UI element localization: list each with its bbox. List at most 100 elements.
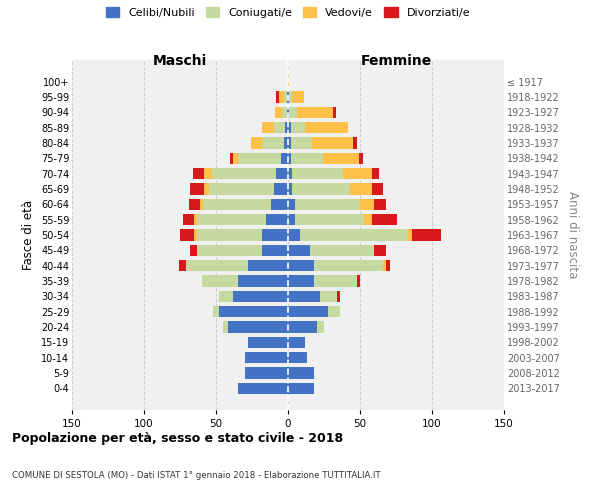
Bar <box>289 106 296 118</box>
Text: COMUNE DI SESTOLA (MO) - Dati ISTAT 1° gennaio 2018 - Elaborazione TUTTITALIA.IT: COMUNE DI SESTOLA (MO) - Dati ISTAT 1° g… <box>12 471 380 480</box>
Bar <box>288 76 289 88</box>
Bar <box>238 276 288 287</box>
Bar <box>371 183 383 194</box>
Bar <box>282 106 287 118</box>
Bar <box>291 137 313 148</box>
Bar <box>288 122 291 134</box>
Bar <box>314 276 357 287</box>
Bar <box>238 152 281 164</box>
Bar <box>313 137 353 148</box>
Bar <box>317 322 324 333</box>
Bar <box>219 306 288 318</box>
Bar <box>284 91 287 102</box>
Bar <box>288 306 328 318</box>
Bar <box>299 229 407 241</box>
Bar <box>371 168 379 179</box>
Bar <box>288 244 310 256</box>
Bar <box>280 91 284 102</box>
Bar <box>194 229 197 241</box>
Bar <box>190 244 197 256</box>
Bar <box>359 152 363 164</box>
Bar <box>233 290 288 302</box>
Bar <box>190 183 205 194</box>
Bar <box>292 183 350 194</box>
Bar <box>202 276 238 287</box>
Bar <box>288 352 307 364</box>
Bar <box>266 214 288 226</box>
Bar <box>245 352 288 364</box>
Bar <box>371 214 397 226</box>
Bar <box>288 290 320 302</box>
Bar <box>205 183 209 194</box>
Bar <box>180 229 194 241</box>
Text: Popolazione per età, sesso e stato civile - 2018: Popolazione per età, sesso e stato civil… <box>12 432 343 445</box>
Bar <box>281 152 288 164</box>
Bar <box>291 152 323 164</box>
Bar <box>407 229 412 241</box>
Bar <box>383 260 386 272</box>
Bar <box>262 122 274 134</box>
Bar <box>194 214 197 226</box>
Bar <box>271 198 288 210</box>
Bar <box>262 244 288 256</box>
Bar <box>364 214 371 226</box>
Y-axis label: Anni di nascita: Anni di nascita <box>566 192 579 278</box>
Bar <box>288 276 314 287</box>
Bar <box>288 322 317 333</box>
Bar <box>179 260 186 272</box>
Bar <box>288 336 305 348</box>
Bar <box>251 137 262 148</box>
Bar <box>205 168 212 179</box>
Legend: Celibi/Nubili, Coniugati/e, Vedovi/e, Divorziati/e: Celibi/Nubili, Coniugati/e, Vedovi/e, Di… <box>101 2 475 22</box>
Bar <box>296 106 332 118</box>
Bar <box>288 214 295 226</box>
Bar <box>310 244 374 256</box>
Bar <box>292 91 304 102</box>
Bar <box>197 229 262 241</box>
Bar <box>193 168 205 179</box>
Bar <box>275 106 282 118</box>
Y-axis label: Fasce di età: Fasce di età <box>22 200 35 270</box>
Bar <box>386 260 390 272</box>
Bar <box>197 244 262 256</box>
Bar <box>288 152 291 164</box>
Bar <box>230 152 233 164</box>
Bar <box>200 198 203 210</box>
Bar <box>213 306 219 318</box>
Bar <box>197 214 266 226</box>
Bar <box>203 198 271 210</box>
Bar <box>350 183 371 194</box>
Bar <box>288 91 289 102</box>
Bar <box>288 106 289 118</box>
Bar <box>212 168 277 179</box>
Bar <box>412 229 440 241</box>
Bar <box>287 106 288 118</box>
Text: Maschi: Maschi <box>153 54 207 68</box>
Bar <box>288 198 295 210</box>
Bar <box>374 198 386 210</box>
Bar <box>288 382 314 394</box>
Bar <box>277 168 288 179</box>
Bar <box>238 382 288 394</box>
Bar <box>248 260 288 272</box>
Bar <box>285 122 288 134</box>
Bar <box>277 91 280 102</box>
Bar <box>288 168 292 179</box>
Bar <box>323 152 359 164</box>
Bar <box>289 91 292 102</box>
Bar <box>320 290 337 302</box>
Bar <box>227 322 288 333</box>
Bar <box>223 322 227 333</box>
Bar <box>288 183 292 194</box>
Bar <box>305 122 349 134</box>
Bar <box>291 122 305 134</box>
Bar <box>343 168 371 179</box>
Bar <box>284 137 288 148</box>
Bar <box>295 214 364 226</box>
Bar <box>287 91 288 102</box>
Bar <box>262 229 288 241</box>
Bar <box>248 336 288 348</box>
Bar <box>314 260 383 272</box>
Bar <box>209 183 274 194</box>
Bar <box>219 290 233 302</box>
